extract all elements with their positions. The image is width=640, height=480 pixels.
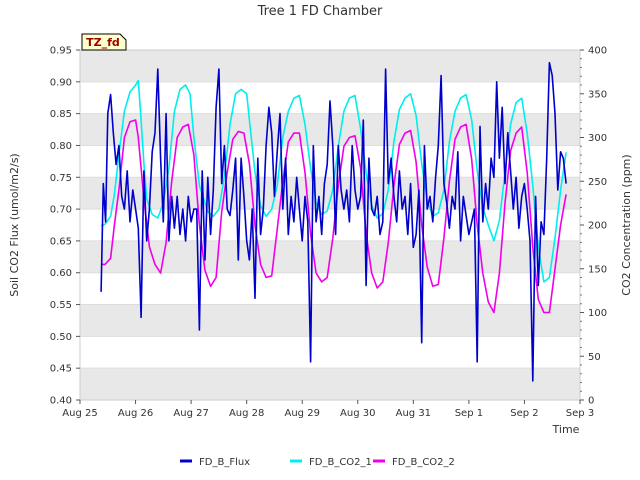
y-tick-label: 0.50: [50, 332, 72, 343]
y2-tick-label: 350: [588, 89, 607, 100]
y-tick-label: 0.55: [50, 300, 72, 311]
x-tick-label: Sep 2: [510, 408, 538, 419]
y-axis-label: Soil CO2 Flux (umol/m2/s): [8, 153, 21, 296]
x-tick-label: Aug 28: [229, 408, 264, 419]
y-tick-label: 0.85: [50, 109, 72, 120]
x-tick-label: Sep 3: [566, 408, 594, 419]
y2-tick-label: 150: [588, 264, 607, 275]
series-line-fd-b-flux: [100, 61, 567, 382]
x-tick-label: Aug 31: [396, 408, 431, 419]
y-tick-label: 0.75: [50, 173, 72, 184]
y-tick-label: 0.40: [50, 396, 72, 407]
y2-tick-label: 300: [588, 133, 607, 144]
series-line-fd-b-co2-2: [101, 119, 567, 314]
y-tick-label: 0.70: [50, 205, 72, 216]
y-axis-ticks: 0.40 0.45 0.50 0.55 0.60 0.65 0.70 0.75 0.80 0.85…: [50, 46, 80, 407]
x-tick-label: Aug 27: [173, 408, 208, 419]
y2-tick-label: 200: [588, 221, 607, 232]
y-tick-label: 0.90: [50, 77, 72, 88]
legend-label: FD_B_CO2_2: [392, 457, 455, 468]
y-tick-label: 0.60: [50, 268, 72, 279]
x-tick-label: Aug 25: [62, 408, 97, 419]
y-tick-label: 0.45: [50, 364, 72, 375]
chart-title: Tree 1 FD Chamber: [257, 4, 383, 19]
background-band: [80, 368, 580, 400]
background-band: [80, 304, 580, 337]
y-tick-label: 0.80: [50, 141, 72, 152]
y-tick-label: 0.65: [50, 236, 72, 247]
series-layer: [100, 61, 567, 382]
legend-label: FD_B_CO2_1: [309, 457, 372, 468]
y2-tick-label: 250: [588, 177, 607, 188]
x-axis-label: Time: [552, 423, 580, 436]
y2-tick-label: 400: [588, 46, 607, 57]
background-band: [80, 50, 580, 82]
y2-tick-label: 0: [588, 396, 594, 407]
y2-tick-label: 50: [588, 352, 601, 363]
legend: FD_B_Flux FD_B_CO2_1 FD_B_CO2_2: [180, 457, 455, 468]
y2-axis-ticks: 0 50 100 150 200 250 300 350 400: [580, 46, 607, 407]
badge-text: TZ_fd: [86, 36, 120, 49]
x-tick-label: Aug 30: [340, 408, 375, 419]
x-tick-label: Sep 1: [455, 408, 483, 419]
x-tick-label: Aug 29: [285, 408, 320, 419]
badge: TZ_fd: [81, 33, 127, 51]
y2-axis-label: CO2 Concentration (ppm): [620, 154, 633, 295]
x-tick-label: Aug 26: [118, 408, 153, 419]
x-axis-ticks: Aug 25 Aug 26 Aug 27 Aug 28 Aug 29 Aug 30 Aug …: [62, 400, 594, 419]
y2-tick-label: 100: [588, 308, 607, 319]
badge-box: [81, 33, 127, 51]
legend-label: FD_B_Flux: [199, 457, 250, 468]
series-line-fd-b-co2-1: [100, 79, 567, 283]
y-tick-label: 0.95: [50, 46, 72, 57]
